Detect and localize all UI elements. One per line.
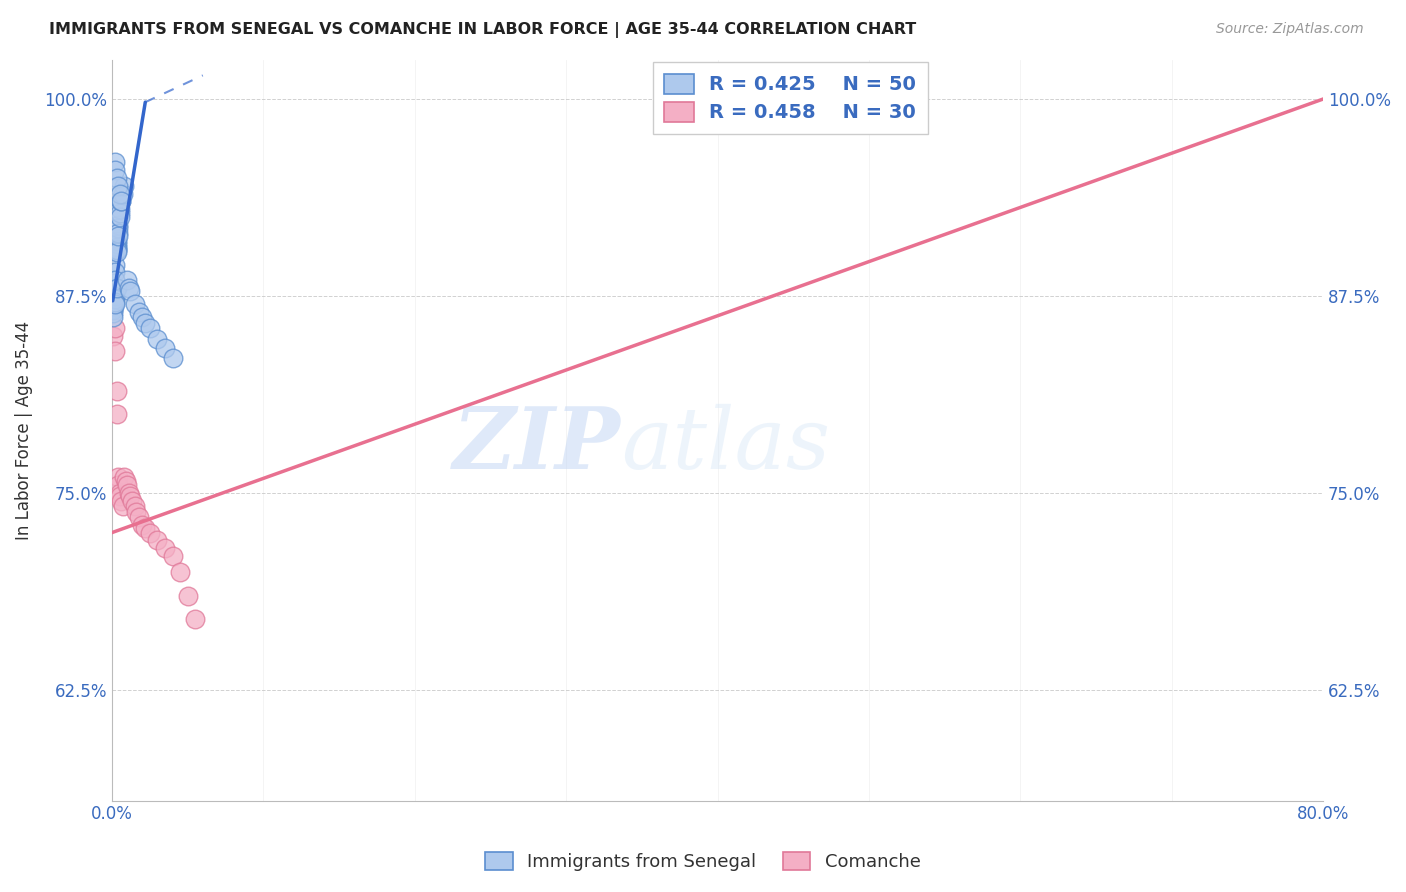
Point bbox=[105, 170, 128, 185]
Text: atlas: atlas bbox=[620, 403, 830, 486]
Point bbox=[104, 320, 127, 334]
Point bbox=[108, 202, 131, 217]
Point bbox=[107, 470, 129, 484]
Point bbox=[108, 211, 131, 225]
Point bbox=[108, 486, 131, 500]
Point bbox=[115, 478, 138, 492]
Point bbox=[107, 218, 129, 232]
Point bbox=[103, 295, 125, 310]
Point bbox=[146, 533, 169, 548]
Y-axis label: In Labor Force | Age 35-44: In Labor Force | Age 35-44 bbox=[15, 320, 32, 540]
Point bbox=[124, 297, 146, 311]
Point bbox=[112, 470, 135, 484]
Legend: Immigrants from Senegal, Comanche: Immigrants from Senegal, Comanche bbox=[478, 845, 928, 879]
Point bbox=[110, 494, 132, 508]
Point bbox=[111, 499, 134, 513]
Point bbox=[128, 305, 150, 319]
Text: Source: ZipAtlas.com: Source: ZipAtlas.com bbox=[1216, 22, 1364, 37]
Point bbox=[146, 332, 169, 346]
Point bbox=[103, 303, 125, 318]
Point bbox=[107, 229, 129, 244]
Point bbox=[105, 237, 128, 252]
Point bbox=[131, 517, 153, 532]
Point bbox=[104, 273, 127, 287]
Point bbox=[105, 408, 128, 422]
Point bbox=[104, 265, 127, 279]
Point bbox=[107, 478, 129, 492]
Point bbox=[105, 244, 128, 259]
Text: IMMIGRANTS FROM SENEGAL VS COMANCHE IN LABOR FORCE | AGE 35-44 CORRELATION CHART: IMMIGRANTS FROM SENEGAL VS COMANCHE IN L… bbox=[49, 22, 917, 38]
Point bbox=[176, 589, 198, 603]
Point bbox=[184, 612, 207, 626]
Point bbox=[112, 178, 135, 193]
Point bbox=[115, 273, 138, 287]
Point bbox=[111, 186, 134, 201]
Point bbox=[103, 310, 125, 324]
Point bbox=[107, 221, 129, 235]
Point bbox=[105, 234, 128, 248]
Point bbox=[110, 194, 132, 209]
Point bbox=[169, 565, 191, 579]
Point bbox=[134, 316, 156, 330]
Point bbox=[103, 300, 125, 314]
Point bbox=[105, 242, 128, 256]
Point bbox=[103, 292, 125, 306]
Point bbox=[104, 295, 127, 310]
Point bbox=[105, 384, 128, 398]
Point bbox=[103, 289, 125, 303]
Point bbox=[110, 194, 132, 209]
Point bbox=[104, 163, 127, 178]
Point bbox=[120, 489, 142, 503]
Point bbox=[124, 499, 146, 513]
Point bbox=[104, 258, 127, 272]
Point bbox=[117, 486, 139, 500]
Point bbox=[134, 521, 156, 535]
Point bbox=[120, 285, 142, 299]
Point bbox=[105, 240, 128, 254]
Point bbox=[125, 505, 148, 519]
Point bbox=[103, 297, 125, 311]
Point bbox=[104, 292, 127, 306]
Point bbox=[107, 226, 129, 240]
Point bbox=[103, 328, 125, 343]
Point bbox=[103, 301, 125, 316]
Point bbox=[108, 186, 131, 201]
Point bbox=[114, 474, 136, 488]
Point bbox=[117, 281, 139, 295]
Point bbox=[131, 310, 153, 324]
Text: ZIP: ZIP bbox=[453, 403, 620, 487]
Point bbox=[104, 289, 127, 303]
Point bbox=[104, 297, 127, 311]
Point bbox=[107, 178, 129, 193]
Point bbox=[108, 489, 131, 503]
Point bbox=[105, 281, 128, 295]
Point bbox=[121, 494, 143, 508]
Point bbox=[162, 549, 184, 564]
Point bbox=[103, 306, 125, 320]
Point bbox=[104, 155, 127, 169]
Point bbox=[128, 509, 150, 524]
Point bbox=[104, 344, 127, 359]
Point bbox=[139, 320, 162, 334]
Point bbox=[139, 525, 162, 540]
Point bbox=[105, 244, 128, 258]
Point bbox=[162, 351, 184, 365]
Legend: R = 0.425    N = 50, R = 0.458    N = 30: R = 0.425 N = 50, R = 0.458 N = 30 bbox=[652, 62, 928, 134]
Point bbox=[108, 205, 131, 219]
Point bbox=[153, 341, 176, 355]
Point bbox=[103, 299, 125, 313]
Point bbox=[153, 541, 176, 556]
